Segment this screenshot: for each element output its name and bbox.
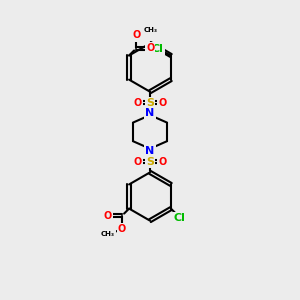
Text: O: O <box>104 211 112 221</box>
Text: O: O <box>146 43 154 53</box>
Text: O: O <box>158 98 166 108</box>
Text: O: O <box>134 98 142 108</box>
Text: O: O <box>158 157 166 167</box>
Text: CH₃: CH₃ <box>143 27 157 33</box>
Text: S: S <box>146 157 154 167</box>
Text: Cl: Cl <box>174 213 186 223</box>
Text: O: O <box>132 31 141 40</box>
Text: N: N <box>146 108 154 118</box>
Text: N: N <box>146 146 154 156</box>
Text: CH₃: CH₃ <box>101 231 115 237</box>
Text: Cl: Cl <box>152 44 164 54</box>
Text: S: S <box>146 98 154 108</box>
Text: O: O <box>134 157 142 167</box>
Text: O: O <box>118 224 126 234</box>
